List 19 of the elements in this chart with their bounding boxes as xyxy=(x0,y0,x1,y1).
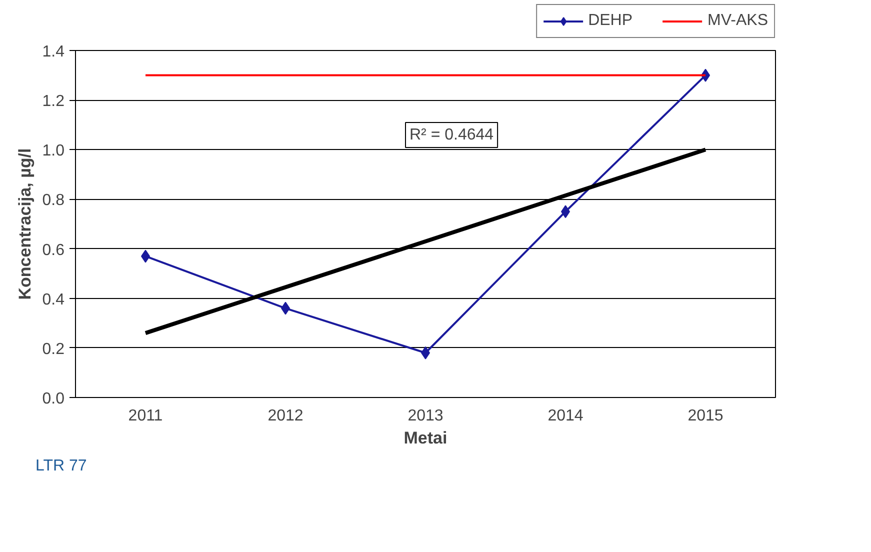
x-tick-label: 2014 xyxy=(548,408,584,424)
y-tick-label: 0.8 xyxy=(42,192,65,210)
y-tick-label: 1.2 xyxy=(42,93,65,110)
legend-label: MV-AKS xyxy=(708,12,768,30)
x-axis-title: Metai xyxy=(404,428,448,448)
x-tick-label: 2011 xyxy=(128,408,163,424)
text: LTR 77 xyxy=(36,458,87,474)
legend-label: DEHP xyxy=(588,12,633,30)
y-tick-label: 0.0 xyxy=(42,390,65,408)
x-tick-label: 2015 xyxy=(688,408,724,424)
y-tick-label: 1.0 xyxy=(42,142,65,160)
annotation: R² = 0.4644 xyxy=(410,126,494,144)
y-tick-label: 0.4 xyxy=(42,291,65,308)
x-tick-label: 2012 xyxy=(268,408,304,424)
y-tick-label: 0.2 xyxy=(42,340,65,358)
y-tick-label: 1.4 xyxy=(42,44,65,60)
x-tick-label: 2013 xyxy=(408,408,444,424)
y-axis-title: Koncentracija, µg/l xyxy=(15,148,34,300)
y-tick-label: 0.6 xyxy=(42,242,65,259)
